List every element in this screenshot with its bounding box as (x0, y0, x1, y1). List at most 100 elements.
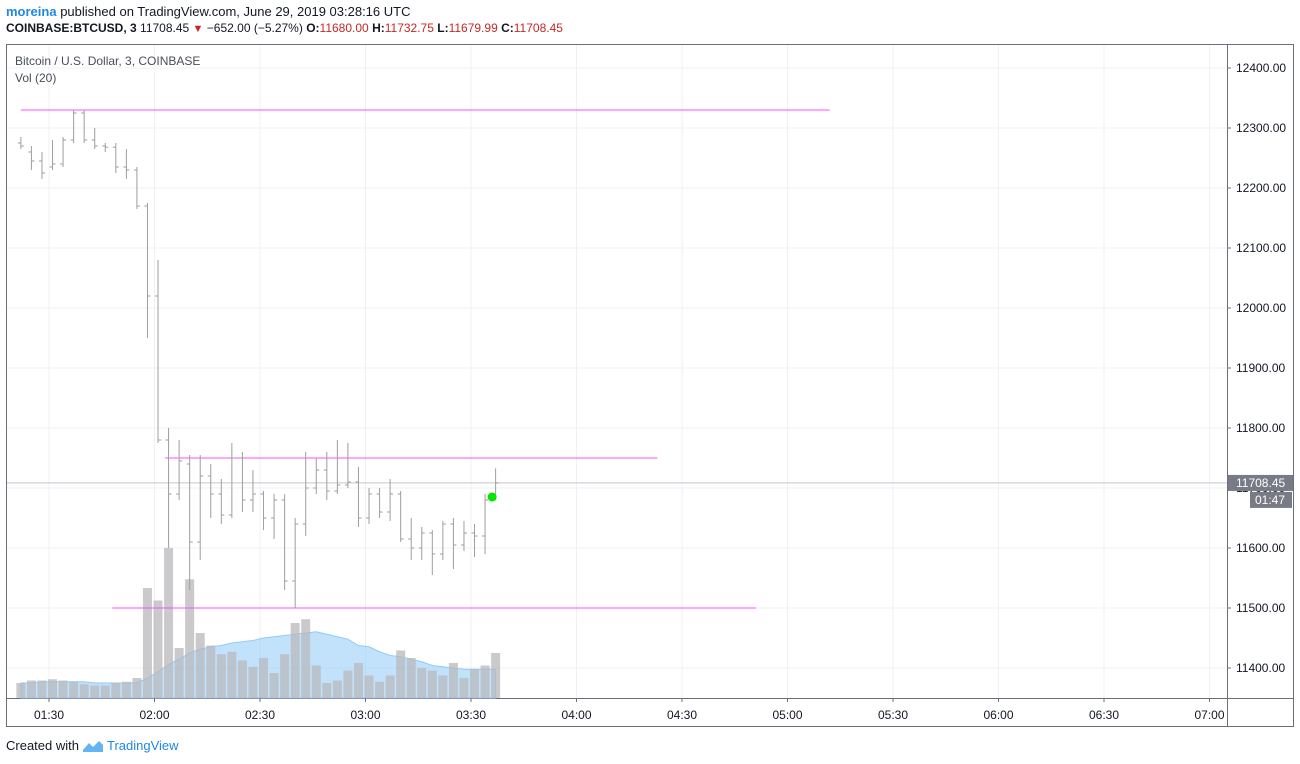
volume-bar (100, 685, 110, 698)
tradingview-link[interactable]: TradingView (106, 738, 179, 753)
ohlc-bar (292, 518, 299, 608)
volume-bar (48, 679, 58, 698)
ohlc-bar (344, 443, 351, 488)
ohlc-bar (218, 479, 225, 524)
volume-bar (332, 680, 342, 698)
ohlc-bar (334, 440, 341, 494)
ohlc-bar (49, 140, 56, 170)
volume-bar (438, 675, 448, 698)
volume-bar (343, 670, 353, 698)
low-value: 11679.99 (448, 21, 498, 35)
volume-bar (385, 675, 395, 698)
volume-bar (290, 623, 300, 698)
countdown-label: 01:47 (1255, 493, 1285, 507)
ohlc-bar (482, 494, 489, 554)
time-tick-label: 06:00 (983, 708, 1013, 722)
ohlc-bar (408, 518, 415, 560)
ohlc-bar (102, 143, 109, 152)
volume-bar (206, 645, 216, 698)
chart-legend: Bitcoin / U.S. Dollar, 3, COINBASE Vol (… (15, 53, 200, 87)
ohlc-bar (155, 260, 162, 443)
volume-bar (26, 680, 36, 698)
ohlc-bar (271, 494, 278, 539)
ohlc-bar (197, 455, 204, 560)
volume-bar (227, 651, 237, 698)
ohlc-bar (302, 452, 309, 536)
last-price-label-bg (1228, 474, 1293, 491)
ohlc-bar (387, 479, 394, 521)
ohlc-bar (418, 527, 425, 560)
ohlc-bar (439, 521, 446, 560)
published-text: published on TradingView.com, June 29, 2… (60, 4, 411, 19)
volume-bar (237, 660, 247, 698)
price-tick-label: 12300.00 (1236, 121, 1286, 135)
ohlc-bar (112, 143, 119, 173)
ohlc-bar (165, 428, 172, 548)
price-tick-label: 11500.00 (1236, 601, 1285, 615)
volume-bar (248, 666, 258, 698)
volume-bar (406, 658, 416, 698)
ohlc-header: COINBASE:BTCUSD, 3 11708.45 ▼ −652.00 (−… (6, 21, 563, 35)
ohlc-bar (60, 137, 67, 167)
last-price-label: 11708.45 (1236, 476, 1285, 490)
ohlc-bar (429, 530, 436, 575)
ohlc-bar (450, 518, 457, 569)
open-value: 11680.00 (319, 21, 369, 35)
time-tick-label: 05:00 (772, 708, 802, 722)
ohlc-bar (144, 203, 151, 338)
ohlc-bar (17, 137, 24, 149)
down-arrow-icon: ▼ (192, 23, 204, 35)
price-tick-label: 11400.00 (1236, 661, 1285, 675)
time-tick-label: 04:00 (561, 708, 591, 722)
ohlc-bar (28, 146, 35, 170)
volume-bar (16, 683, 26, 698)
volume-bar (459, 678, 469, 698)
volume-bar (322, 683, 332, 698)
ohlc-bar (460, 521, 467, 551)
volume-bar (153, 600, 163, 698)
ohlc-bar (366, 488, 373, 524)
ohlc-bar (81, 110, 88, 143)
volume-bar (269, 673, 279, 698)
series-title[interactable]: Bitcoin / U.S. Dollar, 3, COINBASE (15, 54, 201, 68)
volume-bar (259, 658, 269, 698)
volume-bar (353, 663, 363, 698)
price-tick-label: 12400.00 (1236, 61, 1286, 75)
price-tick-label: 11900.00 (1236, 361, 1285, 375)
time-tick-label: 03:30 (456, 708, 486, 722)
ohlc-bar (281, 494, 288, 590)
volume-bar (417, 668, 427, 698)
volume-bar (301, 619, 311, 698)
volume-bar (470, 669, 480, 698)
time-tick-label: 07:00 (1194, 708, 1224, 722)
volume-bar (448, 663, 458, 698)
ohlc-bar (123, 149, 130, 179)
volume-bar (311, 665, 321, 698)
close-value: 11708.45 (513, 21, 563, 35)
low-label: L: (437, 21, 449, 35)
volume-bar (364, 675, 374, 698)
ohlc-bar (260, 491, 267, 530)
volume-bar (37, 680, 47, 698)
time-tick-label: 03:00 (350, 708, 380, 722)
time-tick-label: 05:30 (878, 708, 908, 722)
symbol-label: COINBASE:BTCUSD, 3 (6, 21, 137, 35)
volume-title[interactable]: Vol (20) (15, 71, 57, 85)
price-tick-label: 11800.00 (1236, 421, 1285, 435)
ohlc-bar (376, 488, 383, 518)
volume-bar (216, 654, 226, 698)
volume-bar (174, 648, 184, 698)
volume-bar (427, 670, 437, 698)
time-tick-label: 04:30 (667, 708, 697, 722)
volume-bar (79, 684, 89, 698)
volume-bar (164, 548, 174, 698)
time-tick-label: 02:30 (245, 708, 275, 722)
ohlc-bar (249, 470, 256, 512)
author-link[interactable]: moreina (6, 4, 57, 19)
ohlc-bar (186, 455, 193, 590)
ohlc-bar (471, 524, 478, 557)
price-tick-label: 12100.00 (1236, 241, 1286, 255)
countdown-label-bg (1250, 491, 1292, 508)
ohlc-bar (133, 167, 140, 209)
